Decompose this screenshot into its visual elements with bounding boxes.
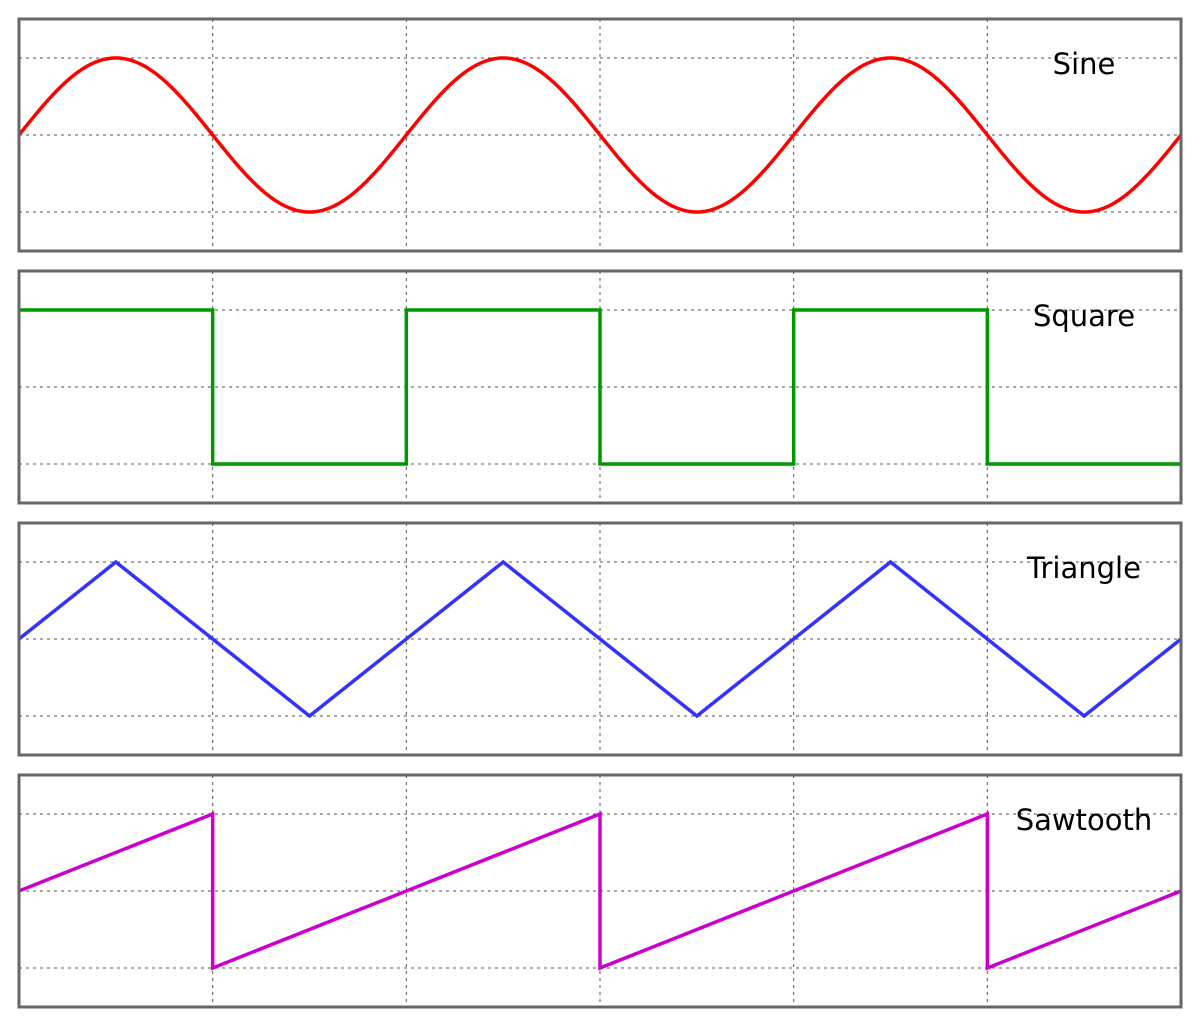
sine-panel-frame — [17, 17, 1183, 253]
sine-label: Sine — [1053, 47, 1116, 81]
sawtooth-panel: Sawtooth — [17, 773, 1183, 1009]
square-wave-line — [19, 308, 1181, 466]
triangle-wave-line — [17, 559, 1183, 719]
sine-panel: Sine — [17, 17, 1183, 253]
sawtooth-panel-frame — [17, 773, 1183, 1009]
square-label: Square — [1033, 299, 1135, 333]
sawtooth-label: Sawtooth — [1016, 803, 1153, 837]
triangle-label: Triangle — [1026, 551, 1141, 585]
triangle-panel-frame — [17, 521, 1183, 757]
square-panel-frame — [17, 269, 1183, 505]
sawtooth-wave-line — [18, 811, 1182, 971]
sine-wave-line — [17, 56, 1183, 214]
triangle-panel: Triangle — [17, 521, 1183, 757]
square-panel: Square — [17, 269, 1183, 505]
